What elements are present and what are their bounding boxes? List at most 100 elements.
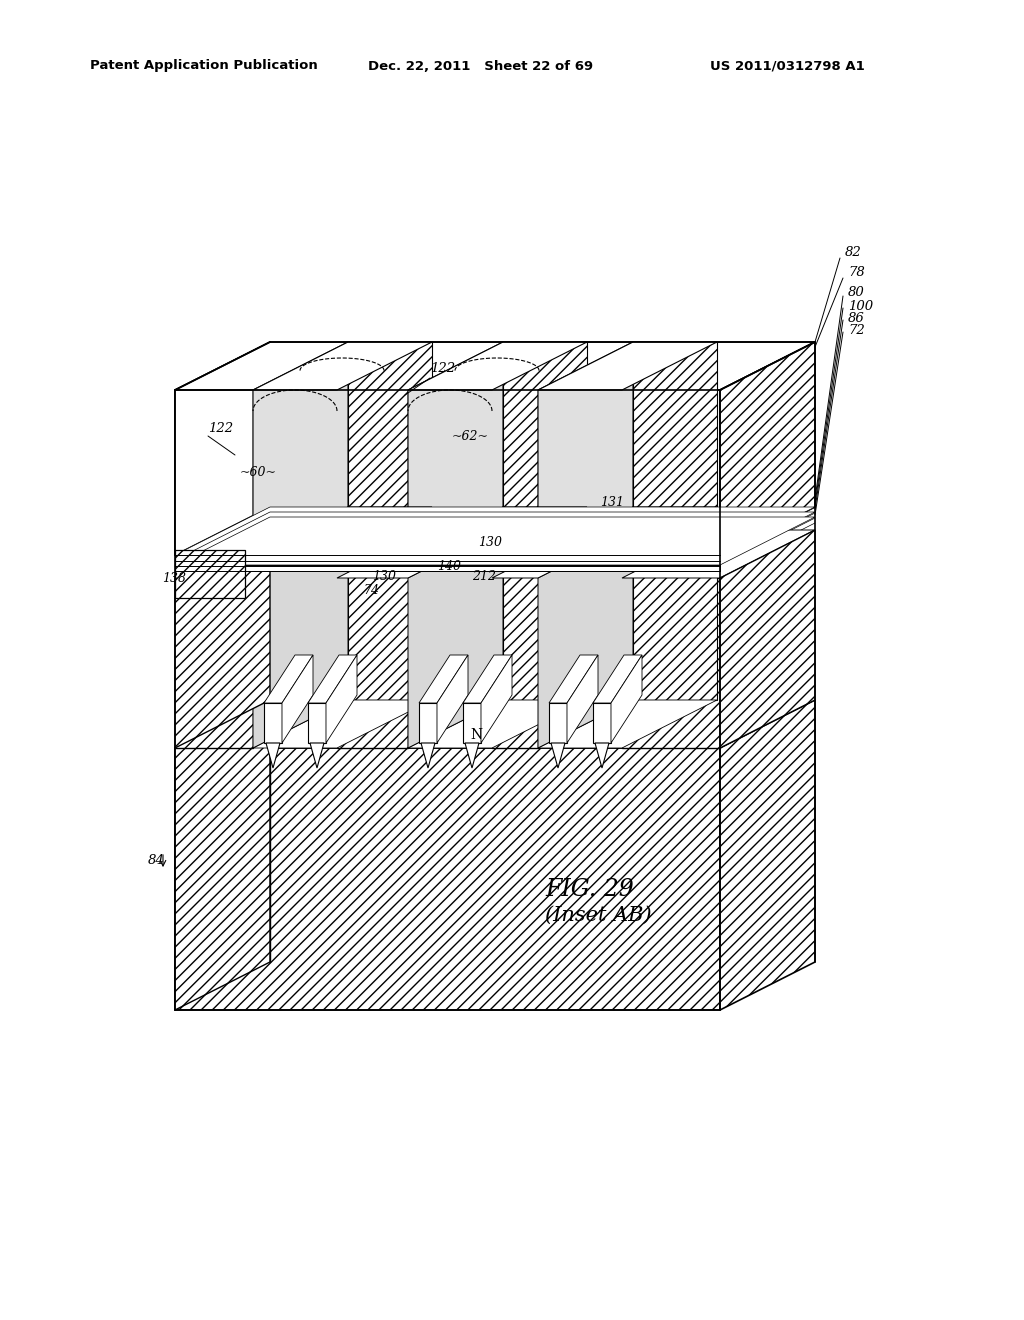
Polygon shape: [175, 565, 720, 572]
Polygon shape: [492, 578, 538, 748]
Polygon shape: [264, 655, 313, 704]
Polygon shape: [175, 578, 253, 748]
Polygon shape: [408, 389, 492, 554]
Polygon shape: [175, 554, 720, 560]
Polygon shape: [538, 342, 633, 554]
Polygon shape: [175, 550, 245, 598]
Polygon shape: [720, 531, 815, 748]
Polygon shape: [337, 389, 408, 554]
Polygon shape: [595, 743, 609, 768]
Polygon shape: [175, 512, 815, 560]
Polygon shape: [264, 704, 282, 743]
Polygon shape: [175, 748, 720, 1010]
Text: FIG. 29: FIG. 29: [545, 879, 634, 902]
Text: 122: 122: [208, 421, 233, 434]
Polygon shape: [175, 531, 348, 578]
Polygon shape: [348, 342, 432, 507]
Polygon shape: [421, 743, 435, 768]
Polygon shape: [308, 655, 357, 704]
Text: Patent Application Publication: Patent Application Publication: [90, 59, 317, 73]
Polygon shape: [538, 700, 717, 748]
Polygon shape: [622, 389, 720, 554]
Polygon shape: [175, 342, 270, 554]
Polygon shape: [437, 655, 468, 743]
Polygon shape: [175, 342, 815, 389]
Text: (Inset AB): (Inset AB): [545, 906, 651, 924]
Polygon shape: [253, 507, 432, 554]
Polygon shape: [337, 531, 503, 578]
Polygon shape: [175, 507, 815, 554]
Polygon shape: [463, 655, 512, 704]
Polygon shape: [408, 531, 503, 748]
Text: 80: 80: [848, 286, 864, 300]
Polygon shape: [253, 389, 337, 554]
Polygon shape: [175, 700, 270, 1010]
Polygon shape: [611, 655, 642, 743]
Polygon shape: [622, 578, 720, 748]
Polygon shape: [549, 655, 598, 704]
Polygon shape: [549, 704, 567, 743]
Text: 100: 100: [848, 300, 873, 313]
Polygon shape: [175, 531, 270, 748]
Polygon shape: [633, 531, 717, 700]
Polygon shape: [310, 743, 324, 768]
Polygon shape: [551, 743, 565, 768]
Polygon shape: [492, 531, 633, 578]
Polygon shape: [408, 342, 587, 389]
Polygon shape: [253, 342, 432, 389]
Polygon shape: [503, 531, 587, 700]
Polygon shape: [175, 517, 815, 565]
Polygon shape: [408, 700, 587, 748]
Text: US 2011/0312798 A1: US 2011/0312798 A1: [710, 59, 864, 73]
Polygon shape: [348, 531, 432, 700]
Polygon shape: [593, 704, 611, 743]
Polygon shape: [266, 743, 280, 768]
Polygon shape: [282, 655, 313, 743]
Text: N: N: [470, 729, 482, 742]
Polygon shape: [465, 743, 479, 768]
Polygon shape: [419, 704, 437, 743]
Text: 122: 122: [430, 362, 455, 375]
Text: 138: 138: [162, 572, 186, 585]
Polygon shape: [720, 700, 815, 1010]
Polygon shape: [593, 655, 642, 704]
Polygon shape: [326, 655, 357, 743]
Polygon shape: [538, 531, 633, 748]
Text: Dec. 22, 2011   Sheet 22 of 69: Dec. 22, 2011 Sheet 22 of 69: [368, 59, 593, 73]
Text: 86: 86: [848, 312, 864, 325]
Polygon shape: [463, 704, 481, 743]
Polygon shape: [175, 560, 720, 565]
Text: 212: 212: [472, 569, 496, 582]
Polygon shape: [538, 507, 717, 554]
Polygon shape: [408, 507, 587, 554]
Text: 131: 131: [600, 496, 624, 510]
Polygon shape: [481, 655, 512, 743]
Text: 74: 74: [362, 583, 379, 597]
Polygon shape: [337, 578, 408, 748]
Polygon shape: [253, 700, 432, 748]
Polygon shape: [492, 389, 538, 554]
Polygon shape: [633, 342, 717, 507]
Polygon shape: [419, 655, 468, 704]
Polygon shape: [567, 655, 598, 743]
Text: ~60~: ~60~: [240, 466, 278, 479]
Polygon shape: [408, 342, 503, 554]
Polygon shape: [308, 704, 326, 743]
Text: 84: 84: [148, 854, 165, 866]
Polygon shape: [538, 389, 622, 554]
Polygon shape: [503, 342, 587, 507]
Polygon shape: [253, 531, 348, 748]
Polygon shape: [538, 342, 717, 389]
Polygon shape: [253, 342, 348, 554]
Text: 130: 130: [478, 536, 502, 549]
Text: 130: 130: [372, 570, 396, 583]
Text: 78: 78: [848, 267, 864, 280]
Text: ~62~: ~62~: [452, 430, 489, 444]
Polygon shape: [720, 342, 815, 554]
Text: 82: 82: [845, 246, 862, 259]
Polygon shape: [622, 531, 815, 578]
Text: 72: 72: [848, 323, 864, 337]
Text: 140: 140: [437, 560, 461, 573]
Polygon shape: [175, 389, 253, 554]
Polygon shape: [175, 700, 815, 748]
